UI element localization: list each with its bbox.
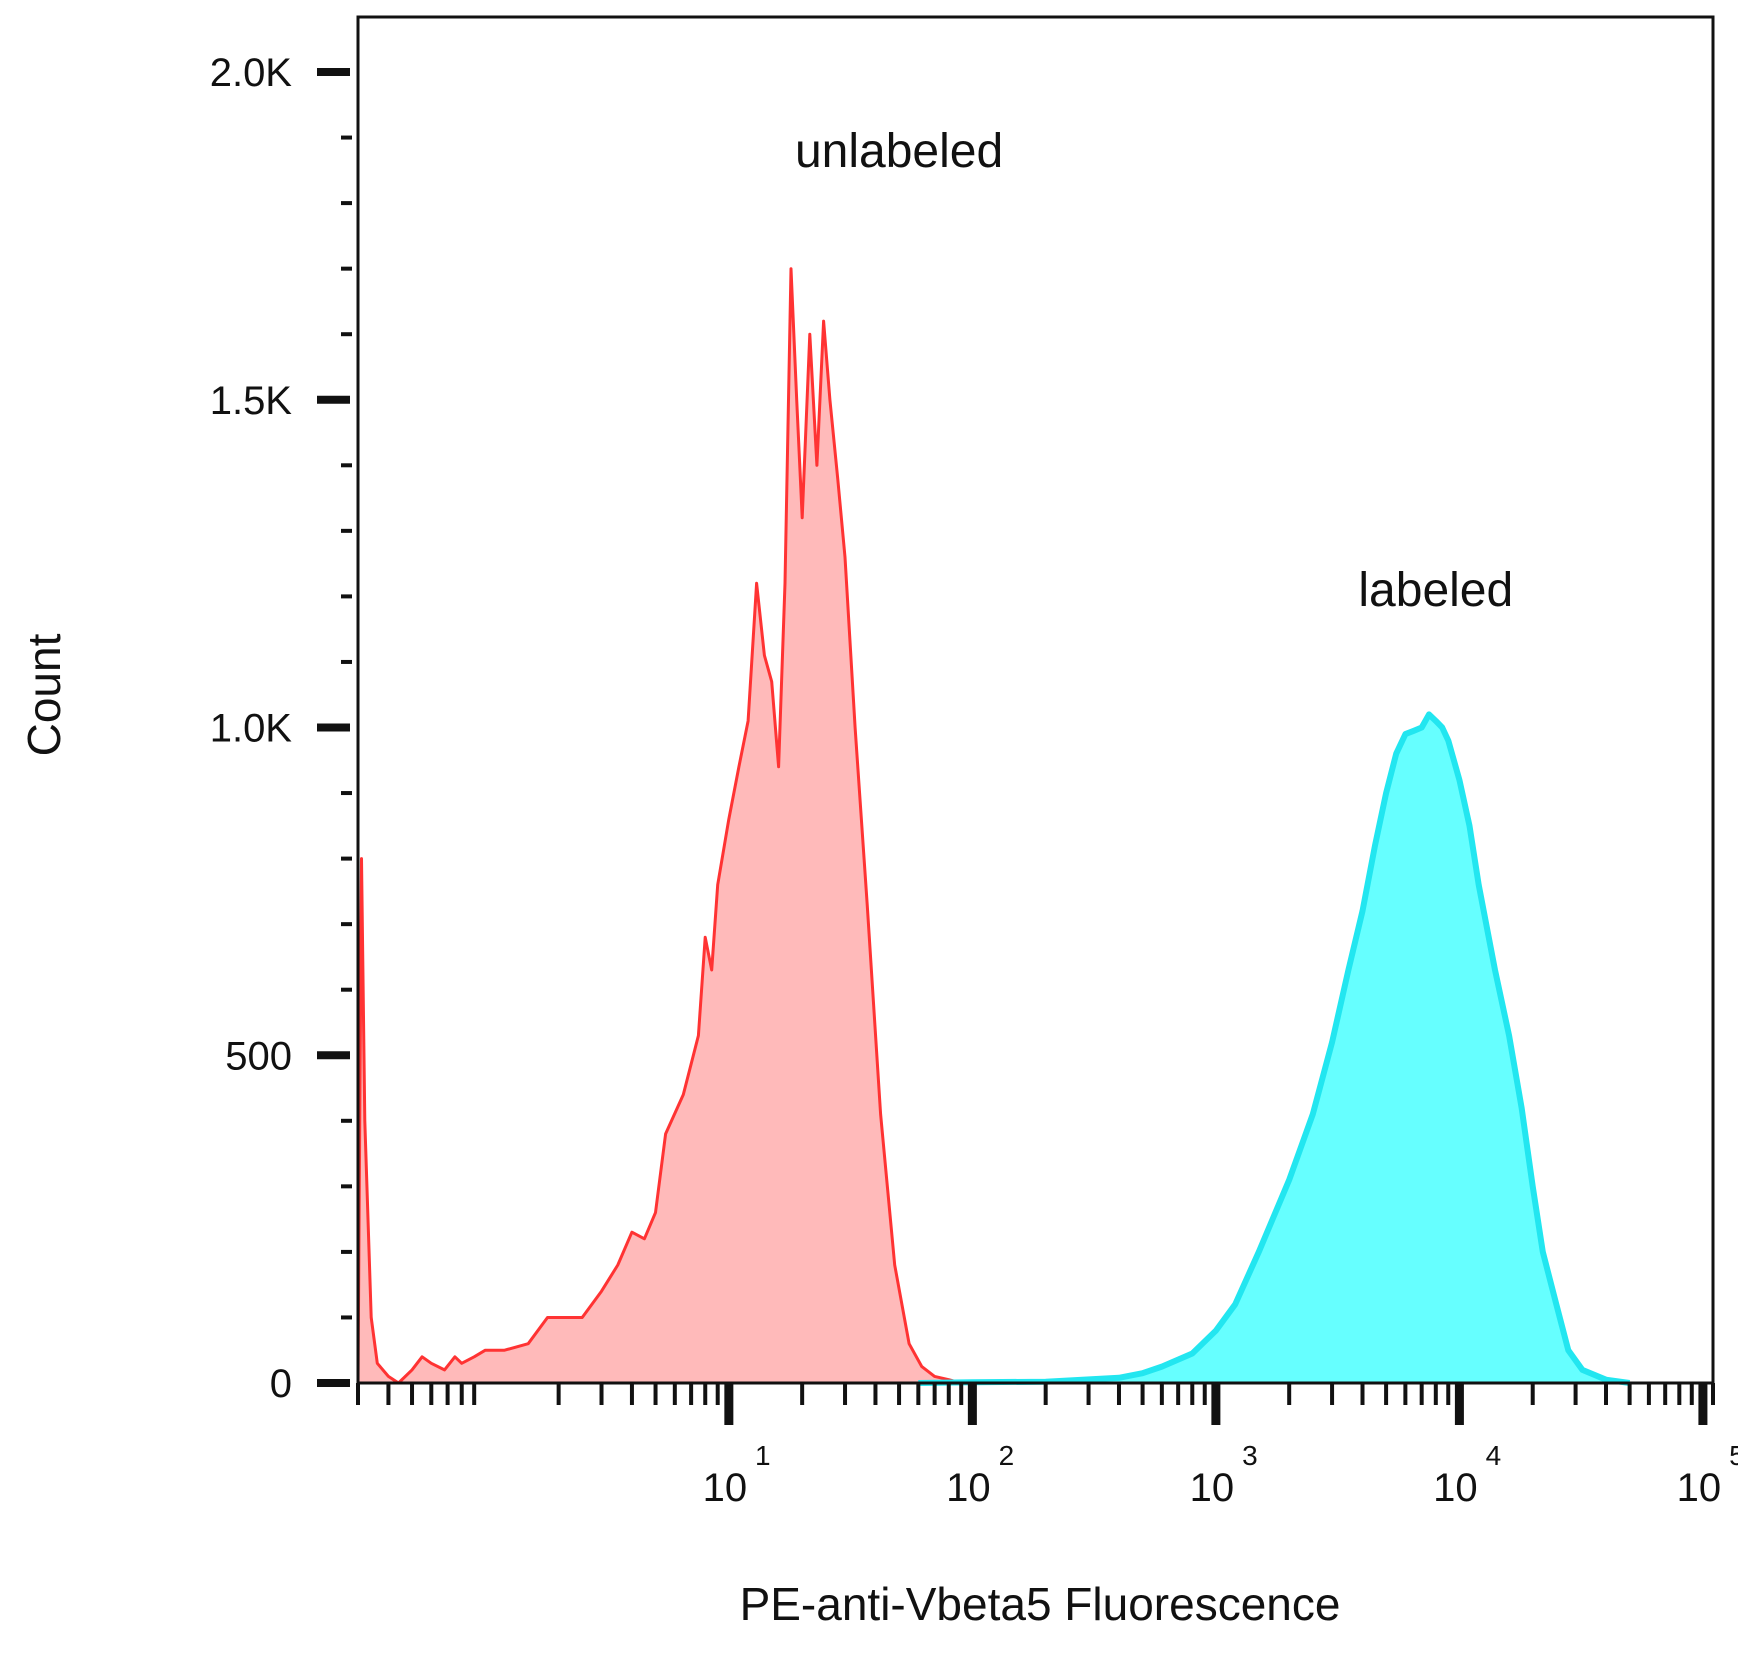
x-tick-label-base: 10	[1190, 1466, 1235, 1510]
y-tick-label: 2.0K	[210, 51, 293, 95]
x-tick-label-base: 10	[1433, 1466, 1478, 1510]
x-tick-label-exponent: 3	[1242, 1440, 1258, 1471]
y-tick-label: 1.0K	[210, 707, 293, 751]
annotations: unlabeled labeled	[795, 125, 1513, 617]
y-tick-label: 1.5K	[210, 379, 293, 423]
y-tick-label: 500	[225, 1034, 292, 1078]
annotation-label: labeled	[1358, 564, 1513, 617]
series-1-area	[918, 714, 1630, 1383]
x-tick-label-exponent: 2	[999, 1440, 1015, 1471]
series-0	[356, 267, 962, 1385]
x-tick-label: 105	[1677, 1440, 1738, 1510]
x-tick-label-exponent: 1	[755, 1440, 771, 1471]
series-layer	[356, 267, 1631, 1386]
x-tick-label-base: 10	[703, 1466, 748, 1510]
x-tick-label-exponent: 4	[1486, 1440, 1502, 1471]
series-1	[918, 711, 1631, 1386]
annotation-label: unlabeled	[795, 125, 1003, 178]
x-tick-label-exponent: 5	[1729, 1440, 1738, 1471]
y-tick-label: 0	[270, 1362, 292, 1406]
series-0-line	[356, 267, 962, 1385]
x-tick-label: 101	[703, 1440, 771, 1510]
x-tick-label-base: 10	[1677, 1466, 1722, 1510]
x-tick-label: 10 2	[946, 1440, 1014, 1510]
x-tick-label: 10 4	[1433, 1440, 1501, 1510]
series-0-area	[358, 268, 962, 1384]
plot-frame	[356, 15, 1715, 1385]
x-axis-title: PE-anti-Vbeta5 Fluorescence	[740, 1578, 1341, 1630]
y-axis: 0 500 1.0K 1.5K 2.0K	[210, 51, 352, 1406]
x-tick-label: 103	[1190, 1440, 1258, 1510]
y-axis-title: Count	[18, 633, 70, 756]
x-tick-label-base: 10	[946, 1466, 991, 1510]
series-1-line	[918, 711, 1631, 1386]
